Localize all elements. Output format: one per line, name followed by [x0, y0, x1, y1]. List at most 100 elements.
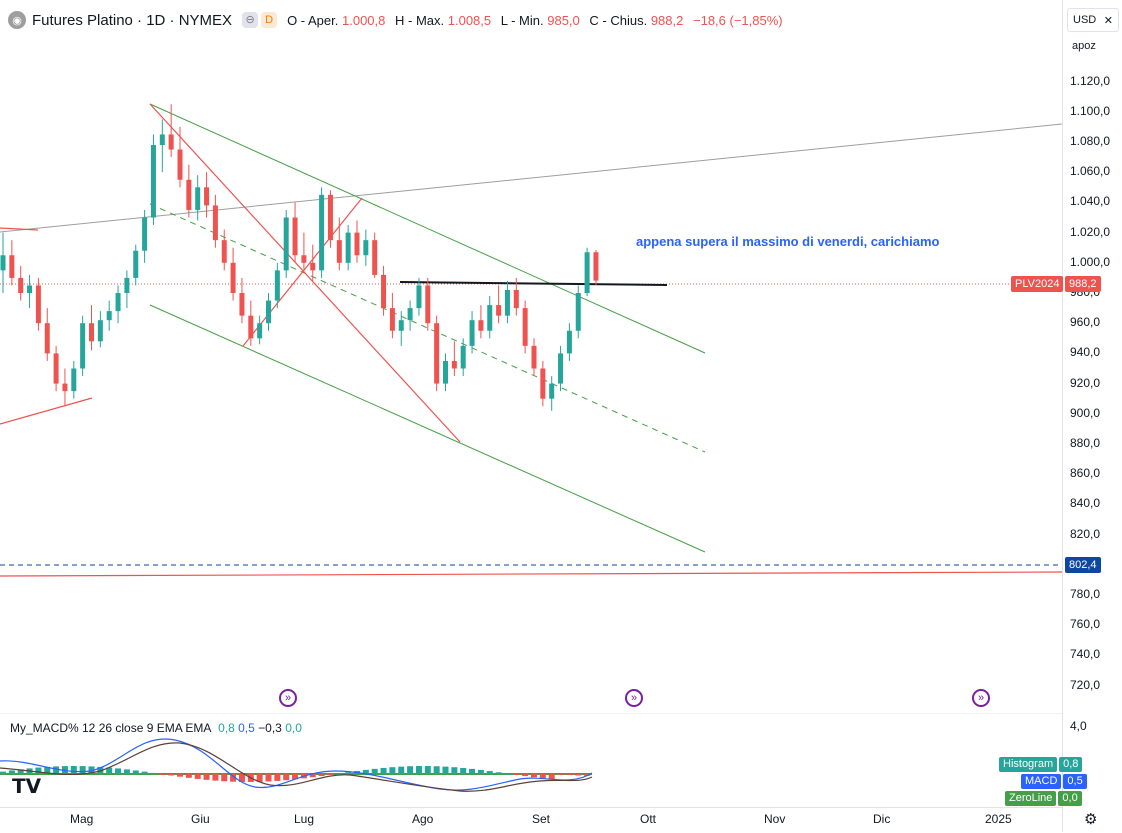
gear-icon[interactable]: ⚙ — [1084, 811, 1098, 828]
histogram-bar — [185, 774, 192, 778]
legend-histogram-value: 0,8 — [1059, 757, 1083, 772]
scale-mode-selector[interactable]: apoz — [1067, 34, 1119, 58]
histogram-bar — [522, 774, 529, 777]
low-value: 985,0 — [547, 12, 580, 28]
histogram-bar — [389, 767, 396, 774]
time-axis[interactable] — [0, 807, 1062, 833]
histogram-bar — [70, 766, 77, 774]
histogram-bar — [123, 769, 130, 774]
green-channel-lower — [149, 304, 706, 553]
candle-body — [504, 289, 510, 316]
histogram-bar — [194, 774, 201, 779]
histogram-bar — [407, 766, 414, 774]
candle-body — [381, 274, 387, 309]
delayed-data-badge[interactable]: D — [261, 12, 278, 28]
y-tick-label: 960,0 — [1070, 315, 1101, 330]
close-label: C - Chius. — [589, 12, 648, 28]
price-axis[interactable]: USD ✕ apoz — [1062, 0, 1122, 832]
x-tick-label: Nov — [764, 812, 786, 826]
candle-body — [62, 383, 68, 392]
platinum-symbol-icon[interactable]: ◉ — [8, 11, 26, 29]
histogram-bar — [256, 774, 263, 782]
candlestick-series — [0, 104, 599, 411]
histogram-bar — [44, 766, 51, 774]
legend-histogram-label: Histogram — [999, 757, 1058, 772]
macd-value-2: 0,5 — [238, 721, 255, 735]
y-tick-label: 940,0 — [1070, 345, 1101, 360]
histogram-bar — [504, 773, 511, 775]
symbol-title[interactable]: Futures Platino · 1D · NYMEX — [32, 11, 233, 29]
x-tick-label: Giu — [191, 812, 210, 826]
green-channel-upper — [149, 103, 706, 354]
histogram-bar — [460, 767, 467, 774]
green-channel-mid — [149, 203, 706, 453]
currency-selector[interactable]: USD ✕ — [1067, 8, 1119, 32]
histogram-bar — [106, 767, 113, 774]
candle-body — [150, 145, 156, 218]
macd-panel[interactable] — [0, 713, 1062, 807]
fast-forward-circle-icon[interactable]: » — [625, 689, 643, 707]
histogram-bar — [79, 766, 86, 774]
currency-label: USD — [1073, 14, 1097, 26]
low-label: L - Min. — [500, 12, 544, 28]
candle-body — [97, 320, 103, 342]
histogram-bar — [159, 774, 166, 775]
legend-zeroline: ZeroLine 0,0 — [999, 791, 1082, 806]
macd-tick-label: 4,0 — [1070, 719, 1087, 733]
candle-body — [35, 285, 41, 324]
y-tick-label: 760,0 — [1070, 617, 1101, 632]
histogram-bar — [575, 774, 582, 776]
candle-body — [425, 285, 431, 324]
candle-body — [239, 293, 245, 316]
candle-body — [0, 255, 6, 271]
candle-body — [115, 293, 121, 312]
histogram-bar — [398, 766, 405, 774]
macd-header[interactable]: My_MACD% 12 26 close 9 EMA EMA 0,8 0,5 −… — [10, 721, 302, 735]
histogram-bar — [203, 774, 210, 780]
tradingview-logo[interactable]: 𝗧𝗩 — [12, 776, 42, 798]
y-tick-label: 1.060,0 — [1070, 164, 1111, 179]
chart-annotation[interactable]: appena supera il massimo di venerdi, car… — [636, 234, 940, 249]
open-label: O - Aper. — [287, 12, 339, 28]
candle-body — [434, 323, 440, 384]
close-value: 988,2 — [650, 12, 684, 28]
change-value: −18,6 (−1,85%) — [693, 12, 783, 28]
market-status-icon[interactable]: ⊖ — [242, 12, 259, 28]
candle-body — [230, 262, 236, 293]
fast-forward-circle-icon[interactable]: » — [279, 689, 297, 707]
candle-body — [80, 323, 86, 369]
histogram-bar — [212, 774, 219, 781]
y-tick-label: 860,0 — [1070, 466, 1101, 481]
close-icon[interactable]: ✕ — [1103, 14, 1113, 27]
candle-body — [89, 323, 94, 342]
histogram-bar — [168, 774, 175, 776]
y-tick-label: 1.120,0 — [1070, 73, 1111, 88]
histogram-bar — [371, 768, 378, 774]
candle-body — [9, 255, 15, 278]
histogram-bar — [318, 774, 325, 777]
candle-body — [372, 240, 378, 275]
candle-body — [204, 187, 210, 206]
candle-body — [310, 262, 316, 271]
candle-body — [292, 217, 298, 256]
signal-line — [0, 742, 593, 792]
histogram-bar — [362, 769, 369, 774]
y-tick-label: 720,0 — [1070, 677, 1101, 692]
x-tick-label: Ago — [412, 812, 434, 826]
candle-body — [496, 305, 502, 316]
price-chart[interactable] — [0, 0, 1062, 712]
histogram-bar — [539, 774, 546, 779]
histogram-bar — [292, 774, 299, 780]
fast-forward-circle-icon[interactable]: » — [972, 689, 990, 707]
candle-body — [327, 194, 333, 241]
macd-value-3: −0,3 — [258, 721, 282, 735]
histogram-bar — [274, 774, 281, 781]
candle-body — [389, 308, 395, 331]
candle-body — [566, 330, 572, 354]
candle-body — [513, 289, 519, 309]
candle-body — [354, 232, 360, 256]
x-tick-label: Set — [532, 812, 551, 826]
red-support-line — [0, 397, 93, 425]
candle-body — [540, 368, 546, 399]
high-label: H - Max. — [395, 12, 445, 28]
